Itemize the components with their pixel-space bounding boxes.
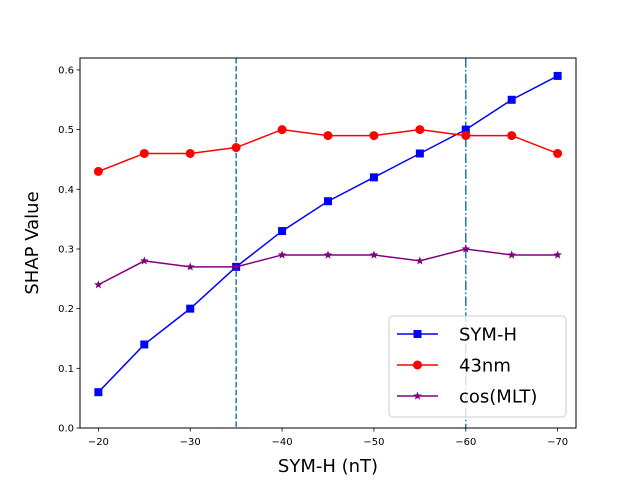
y-tick-label: 0.4 [58, 185, 74, 196]
x-tick-label: −60 [455, 437, 476, 448]
data-point [461, 125, 470, 134]
legend-marker [413, 391, 422, 400]
x-tick-label: −20 [88, 437, 109, 448]
y-tick-label: 0.6 [58, 65, 74, 76]
data-point [93, 166, 103, 176]
data-point [369, 173, 378, 182]
data-point [415, 125, 425, 135]
series-2 [93, 125, 563, 176]
data-point [507, 250, 516, 259]
x-tick-label: −40 [272, 437, 293, 448]
y-tick-label: 0.3 [58, 244, 74, 255]
legend-label: SYM-H [459, 325, 517, 346]
data-point [369, 250, 379, 259]
x-tick-label: −30 [180, 437, 201, 448]
data-point [415, 149, 424, 158]
x-axis-ticks: −20 −30 −40 −50 −60 −70 [88, 428, 568, 448]
data-point [185, 148, 195, 158]
data-point [277, 125, 287, 135]
data-point [553, 250, 562, 259]
y-axis-label: SHAP Value [22, 191, 43, 294]
data-point [277, 250, 287, 259]
y-tick-label: 0.2 [58, 304, 74, 315]
data-point [139, 148, 149, 158]
legend-item: 43nm [397, 356, 511, 377]
data-point [231, 262, 241, 271]
legend-marker [413, 330, 422, 338]
data-point [507, 95, 516, 104]
y-axis-ticks: 0.0 0.1 0.2 0.3 0.4 0.5 0.6 [58, 65, 80, 435]
y-tick-label: 0.0 [58, 424, 74, 435]
data-point [553, 148, 563, 158]
series-layer [93, 71, 563, 397]
legend-item: cos(MLT) [397, 387, 537, 408]
data-point [553, 71, 562, 80]
data-point [461, 244, 471, 253]
plot-frame [79, 57, 577, 429]
legend-marker [413, 360, 422, 370]
data-point [231, 143, 241, 153]
x-axis-label: SYM-H (nT) [278, 456, 378, 477]
data-point [185, 262, 195, 271]
x-tick-label: −50 [363, 437, 384, 448]
data-point [507, 131, 517, 141]
data-point [140, 340, 149, 349]
data-point [324, 197, 332, 206]
data-point [278, 227, 287, 236]
data-point [369, 131, 379, 141]
data-point [461, 131, 471, 141]
series-3 [94, 244, 562, 289]
legend-item: SYM-H [397, 325, 517, 346]
y-tick-label: 0.1 [58, 364, 74, 375]
data-point [323, 250, 333, 259]
legend-label: cos(MLT) [459, 387, 537, 408]
data-point [94, 280, 103, 289]
legend: SYM-H 43nm cos(MLT) [388, 315, 567, 418]
data-point [415, 256, 425, 265]
x-tick-label: −70 [547, 437, 568, 448]
data-point [323, 131, 333, 141]
data-point [94, 388, 103, 397]
data-point [186, 304, 195, 313]
y-tick-label: 0.5 [58, 125, 74, 136]
legend-label: 43nm [459, 356, 511, 377]
legend-box [388, 315, 567, 418]
data-point [140, 256, 149, 265]
